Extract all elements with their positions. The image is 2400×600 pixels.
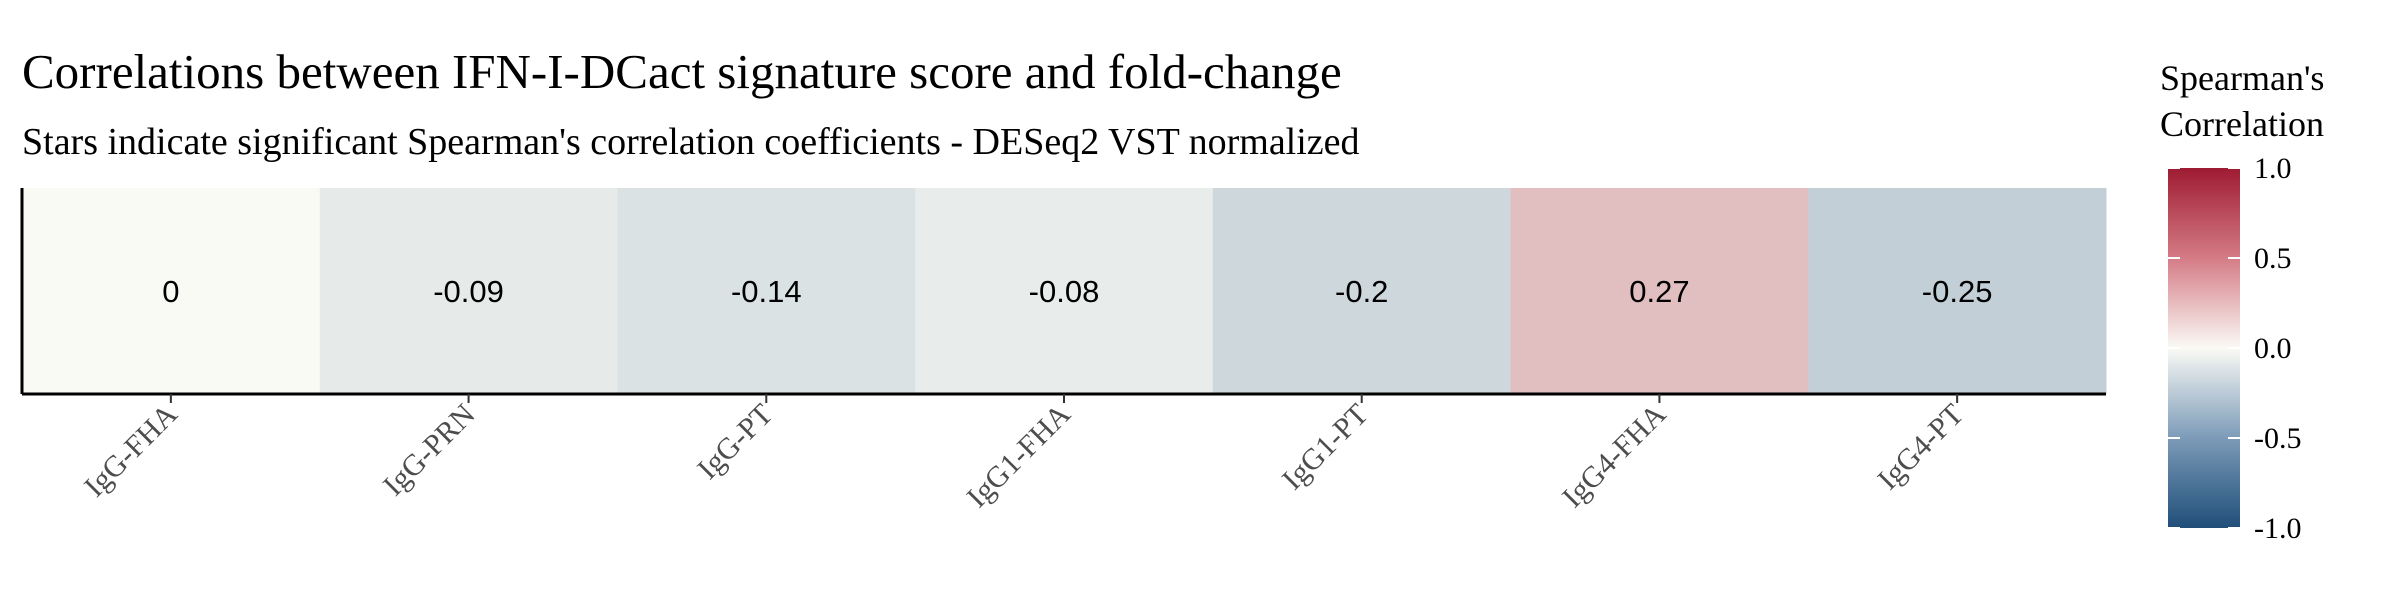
heatmap-cell xyxy=(915,188,1214,394)
x-tick-label: IgG-FHA xyxy=(78,397,184,503)
cell-value-label: 0.27 xyxy=(1629,274,1689,309)
x-tick-label: IgG1-FHA xyxy=(961,397,1078,514)
heatmap-cell xyxy=(22,188,321,394)
cell-value-label: -0.09 xyxy=(433,274,504,309)
x-axis-ticks xyxy=(169,394,1959,403)
cell-value-label: -0.25 xyxy=(1922,274,1993,309)
legend-title-line2: Correlation xyxy=(2160,104,2324,144)
heatmap-cell xyxy=(1808,188,2107,394)
legend-tick-label: -0.5 xyxy=(2254,422,2302,455)
x-tick-label: IgG-PT xyxy=(691,398,779,486)
chart-title: Correlations between IFN-I-DCact signatu… xyxy=(22,44,1342,99)
legend-title-line1: Spearman's xyxy=(2160,58,2324,98)
cell-value-label: -0.08 xyxy=(1029,274,1100,309)
x-tick-label: IgG4-PT xyxy=(1871,398,1970,497)
legend-ticks: 1.0 0.5 0.0 -0.5 -1.0 xyxy=(2168,152,2302,545)
chart-subtitle: Stars indicate significant Spearman's co… xyxy=(22,121,1360,163)
cell-value-label: -0.14 xyxy=(731,274,802,309)
x-tick-label: IgG-PRN xyxy=(377,398,482,503)
heatmap-cells xyxy=(22,188,2107,394)
heatmap-cell-labels: 0 -0.09 -0.14 -0.08 -0.2 0.27 -0.25 xyxy=(162,274,1992,309)
cell-value-label: -0.2 xyxy=(1335,274,1388,309)
heatmap-cell xyxy=(1510,188,1809,394)
x-tick-label: IgG4-FHA xyxy=(1556,397,1673,514)
legend-tick-label: 1.0 xyxy=(2254,152,2292,185)
heatmap-cell xyxy=(319,188,618,394)
heatmap-cell xyxy=(1212,188,1512,394)
legend-tick-label: 0.5 xyxy=(2254,242,2292,275)
heatmap-cell xyxy=(617,188,916,394)
cell-value-label: 0 xyxy=(162,274,179,309)
legend-tick-label: -1.0 xyxy=(2254,512,2302,545)
x-axis-tick-labels: IgG-FHA IgG-PRN IgG-PT IgG1-FHA IgG1-PT IgG4-… xyxy=(78,397,1970,514)
x-tick-label: IgG1-PT xyxy=(1276,398,1375,497)
legend-tick-label: 0.0 xyxy=(2254,332,2292,365)
color-legend: Spearman's Correlation 1.0 0.5 0.0 -0.5 -1.0 xyxy=(2160,58,2324,545)
